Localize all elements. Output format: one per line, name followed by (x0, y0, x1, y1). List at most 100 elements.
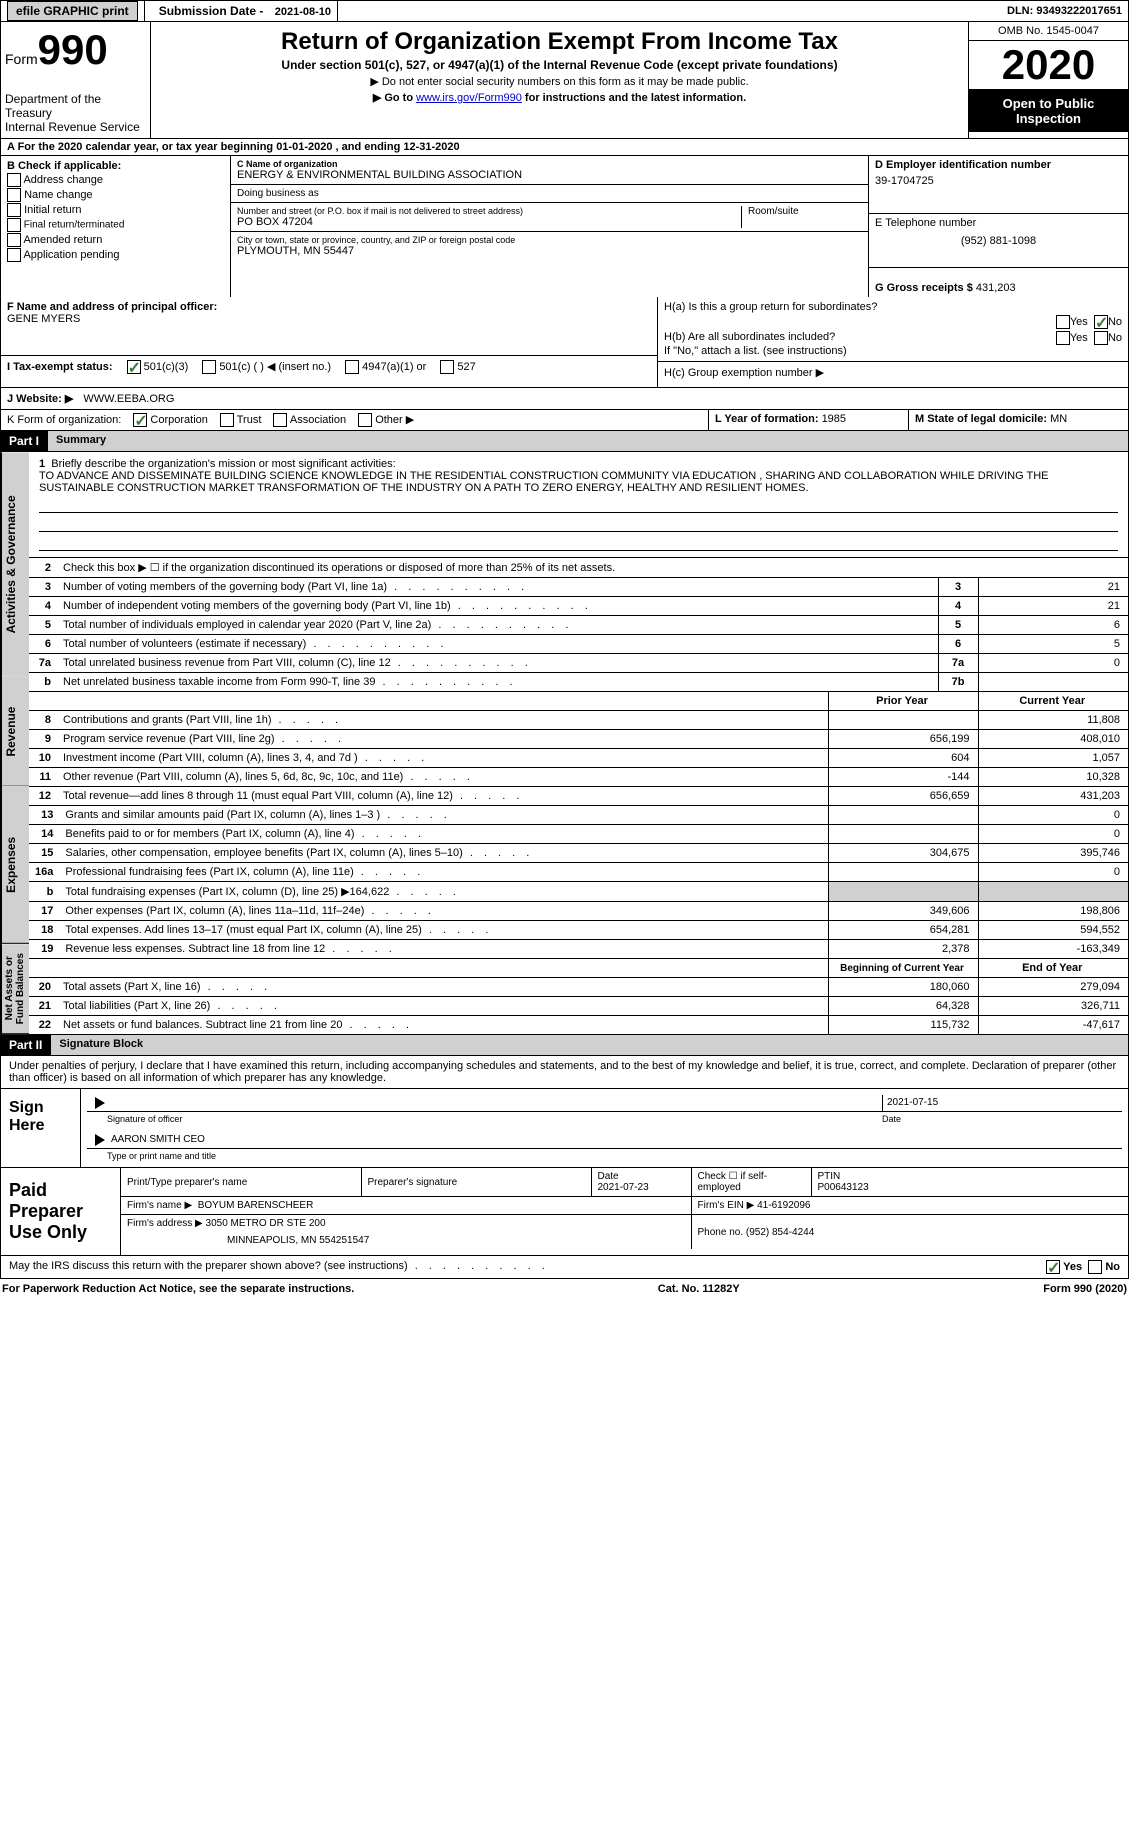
col-b-checkboxes: B Check if applicable: Address change Na… (1, 156, 231, 297)
l-label: L Year of formation: (715, 413, 822, 425)
irs-link[interactable]: www.irs.gov/Form990 (416, 92, 522, 104)
cb-4947[interactable]: 4947(a)(1) or (345, 360, 426, 374)
sig-officer-label: Signature of officer (107, 1114, 882, 1124)
ha-label: H(a) Is this a group return for subordin… (664, 301, 877, 313)
dln-value: 93493222017651 (1036, 5, 1122, 17)
arrow-icon (95, 1097, 105, 1109)
ha-no[interactable] (1094, 315, 1108, 329)
ptin-label: PTIN (818, 1171, 841, 1182)
header-left: Form990 Department of the Treasury Inter… (1, 22, 151, 138)
table-row: 19Revenue less expenses. Subtract line 1… (29, 940, 1128, 959)
omb-number: OMB No. 1545-0047 (969, 22, 1128, 41)
efile-button[interactable]: efile GRAPHIC print (7, 1, 138, 21)
city-value: PLYMOUTH, MN 55447 (237, 245, 862, 257)
table-row: 4Number of independent voting members of… (29, 597, 1128, 616)
table-row: 15Salaries, other compensation, employee… (29, 844, 1128, 863)
identity-block: B Check if applicable: Address change Na… (0, 156, 1129, 297)
goto-prefix: ▶ Go to (373, 92, 416, 104)
ein-value: 39-1704725 (875, 175, 1122, 187)
vtab-netassets: Net Assets or Fund Balances (1, 944, 29, 1034)
col-d-ein: D Employer identification number 39-1704… (868, 156, 1128, 297)
officer-name: GENE MYERS (7, 313, 651, 325)
cb-initial-return[interactable]: Initial return (7, 203, 224, 217)
discuss-no[interactable] (1088, 1260, 1102, 1274)
table-row: 16aProfessional fundraising fees (Part I… (29, 863, 1128, 882)
website-row: J Website: ▶ WWW.EEBA.ORG (0, 388, 1129, 410)
officer-signature-field[interactable] (107, 1095, 882, 1111)
table-row: 17Other expenses (Part IX, column (A), l… (29, 902, 1128, 921)
tax-year: 2020 (969, 41, 1128, 90)
cb-application-pending[interactable]: Application pending (7, 248, 224, 262)
col-c-org-info: C Name of organization ENERGY & ENVIRONM… (231, 156, 868, 297)
cb-trust[interactable]: Trust (220, 413, 262, 427)
l-value: 1985 (822, 413, 846, 425)
part1-num: Part I (1, 431, 47, 451)
discuss-row: May the IRS discuss this return with the… (0, 1256, 1129, 1279)
part1-body: Activities & Governance Revenue Expenses… (0, 452, 1129, 1035)
current-year-hdr: Current Year (978, 692, 1128, 711)
line1-label: Briefly describe the organization's miss… (51, 458, 395, 470)
cb-527[interactable]: 527 (440, 360, 475, 374)
name-label: C Name of organization (237, 159, 338, 169)
street-label: Number and street (or P.O. box if mail i… (237, 206, 741, 216)
pt-self-employed[interactable]: Check ☐ if self-employed (691, 1168, 811, 1197)
firm-name-label: Firm's name ▶ (127, 1200, 192, 1211)
table-row: bNet unrelated business taxable income f… (29, 673, 1128, 692)
m-label: M State of legal domicile: (915, 413, 1050, 425)
cb-501c[interactable]: 501(c) ( ) ◀ (insert no.) (202, 360, 331, 374)
firm-name-value: BOYUM BARENSCHEER (198, 1200, 314, 1211)
tel-label: E Telephone number (875, 217, 976, 229)
status-label: I Tax-exempt status: (7, 361, 113, 373)
form-title: Return of Organization Exempt From Incom… (159, 28, 960, 56)
vtab-activities: Activities & Governance (1, 452, 29, 676)
cb-address-change[interactable]: Address change (7, 173, 224, 187)
cb-corporation[interactable]: Corporation (133, 413, 208, 427)
table-row: 11Other revenue (Part VIII, column (A), … (29, 768, 1128, 787)
gross-label: G Gross receipts $ (875, 282, 976, 294)
ein-label: D Employer identification number (875, 159, 1051, 171)
paid-preparer-label: Paid Preparer Use Only (1, 1168, 121, 1255)
table-row: 13Grants and similar amounts paid (Part … (29, 806, 1128, 825)
net-table: Beginning of Current YearEnd of Year 20T… (29, 958, 1128, 1034)
sig-date-label: Date (882, 1114, 1122, 1124)
perjury-declaration: Under penalties of perjury, I declare th… (1, 1056, 1128, 1088)
officer-label: F Name and address of principal officer: (7, 301, 217, 313)
tel-value: (952) 881-1098 (875, 235, 1122, 247)
pt-sig-label: Preparer's signature (361, 1168, 591, 1197)
k-label: K Form of organization: (7, 414, 121, 426)
table-row: 22Net assets or fund balances. Subtract … (29, 1016, 1128, 1035)
pt-date-value: 2021-07-23 (598, 1182, 649, 1193)
dba-label: Doing business as (237, 188, 862, 199)
cb-name-change[interactable]: Name change (7, 188, 224, 202)
table-row: 5Total number of individuals employed in… (29, 616, 1128, 635)
beg-year-hdr: Beginning of Current Year (828, 959, 978, 978)
discuss-yes[interactable] (1046, 1260, 1060, 1274)
paid-preparer-block: Paid Preparer Use Only Print/Type prepar… (0, 1168, 1129, 1256)
footer-right: Form 990 (2020) (1043, 1283, 1127, 1295)
footer-left: For Paperwork Reduction Act Notice, see … (2, 1283, 354, 1295)
firm-addr1: 3050 METRO DR STE 200 (206, 1218, 326, 1229)
ha-yes[interactable] (1056, 315, 1070, 329)
rev-table: Prior YearCurrent Year 8Contributions an… (29, 691, 1128, 805)
pt-name-label: Print/Type preparer's name (127, 1177, 355, 1188)
hb-yes[interactable] (1056, 331, 1070, 345)
cb-amended-return[interactable]: Amended return (7, 233, 224, 247)
header-center: Return of Organization Exempt From Incom… (151, 22, 968, 138)
firm-addr-label: Firm's address ▶ (127, 1218, 203, 1229)
table-row: 18Total expenses. Add lines 13–17 (must … (29, 921, 1128, 940)
goto-suffix: for instructions and the latest informat… (522, 92, 746, 104)
part2-title: Signature Block (50, 1035, 1128, 1055)
city-label: City or town, state or province, country… (237, 235, 862, 245)
cb-501c3[interactable]: 501(c)(3) (127, 360, 189, 374)
part1-header: Part I Summary (0, 431, 1129, 452)
section-a-period: A For the 2020 calendar year, or tax yea… (0, 139, 1129, 156)
cb-association[interactable]: Association (273, 413, 346, 427)
table-row: 7aTotal unrelated business revenue from … (29, 654, 1128, 673)
open-inspection: Open to Public Inspection (969, 90, 1128, 132)
form-number: 990 (38, 26, 108, 73)
mission-text: TO ADVANCE AND DISSEMINATE BUILDING SCIE… (39, 470, 1118, 494)
org-name: ENERGY & ENVIRONMENTAL BUILDING ASSOCIAT… (237, 169, 862, 181)
cb-other[interactable]: Other ▶ (358, 413, 414, 427)
cb-final-return[interactable]: Final return/terminated (7, 218, 224, 232)
hb-no[interactable] (1094, 331, 1108, 345)
